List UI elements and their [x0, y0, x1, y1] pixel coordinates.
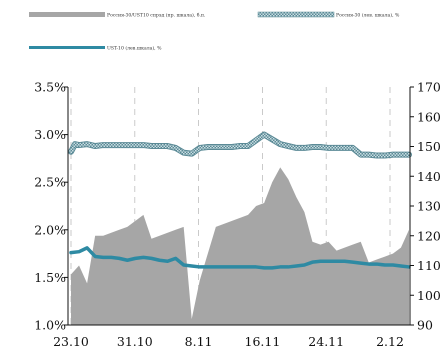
series-line-russia30 — [69, 132, 411, 158]
y-right-tick-label-7: 160 — [417, 109, 441, 124]
y-right-tick-label-6: 150 — [417, 139, 441, 154]
y-left-tick-label-5: 3.5% — [34, 80, 66, 95]
y-left-ticks: 1.0% 1.5% 2.0% 2.5% 3.0% 3.5% — [34, 80, 68, 333]
x-tick-label-4: 24.11 — [308, 334, 344, 349]
y-right-tick-label-2: 110 — [417, 258, 441, 273]
x-tick-label-3: 16.11 — [245, 334, 281, 349]
y-right-tick-label-4: 130 — [417, 199, 441, 214]
y-left-tick-label-2: 2.0% — [34, 222, 66, 237]
x-tick-label-2: 8.11 — [185, 334, 213, 349]
lines-layer — [68, 131, 412, 270]
y-right-ticks: 90 100 110 120 130 140 150 160 170 — [410, 80, 441, 333]
legend-label-russia30: Россия-30 (лев. шкала), % — [336, 12, 400, 19]
legend-swatch-ust10 — [29, 46, 105, 49]
y-left-tick-label-3: 2.5% — [34, 175, 66, 190]
x-tick-label-5: 2.12 — [376, 334, 404, 349]
x-tick-label-0: 23.10 — [53, 334, 89, 349]
series-area-spread — [71, 167, 409, 325]
legend-label-spread: Россия-30/UST10 спрэд (пр. шкала), б.п. — [107, 12, 206, 19]
y-right-tick-label-8: 170 — [417, 80, 441, 95]
x-ticks: 23.10 31.10 8.11 16.11 24.11 2.12 — [53, 334, 404, 349]
legend-swatch-spread — [29, 12, 105, 17]
y-right-tick-label-0: 90 — [417, 318, 433, 333]
y-right-tick-label-3: 120 — [417, 228, 441, 243]
y-left-tick-label-1: 1.5% — [34, 270, 66, 285]
legend: Россия-30/UST10 спрэд (пр. шкала), б.п. … — [29, 12, 400, 52]
series-line-ust10 — [69, 246, 411, 270]
y-right-tick-label-1: 100 — [417, 288, 441, 303]
y-right-tick-label-5: 140 — [417, 169, 441, 184]
legend-swatch-russia30 — [257, 11, 335, 18]
spread-area-layer — [71, 167, 409, 325]
y-left-tick-label-0: 1.0% — [34, 318, 66, 333]
y-left-tick-label-4: 3.0% — [34, 127, 66, 142]
legend-label-ust10: UST-10 (лев.шкала), % — [107, 45, 162, 52]
x-tick-label-1: 31.10 — [117, 334, 153, 349]
